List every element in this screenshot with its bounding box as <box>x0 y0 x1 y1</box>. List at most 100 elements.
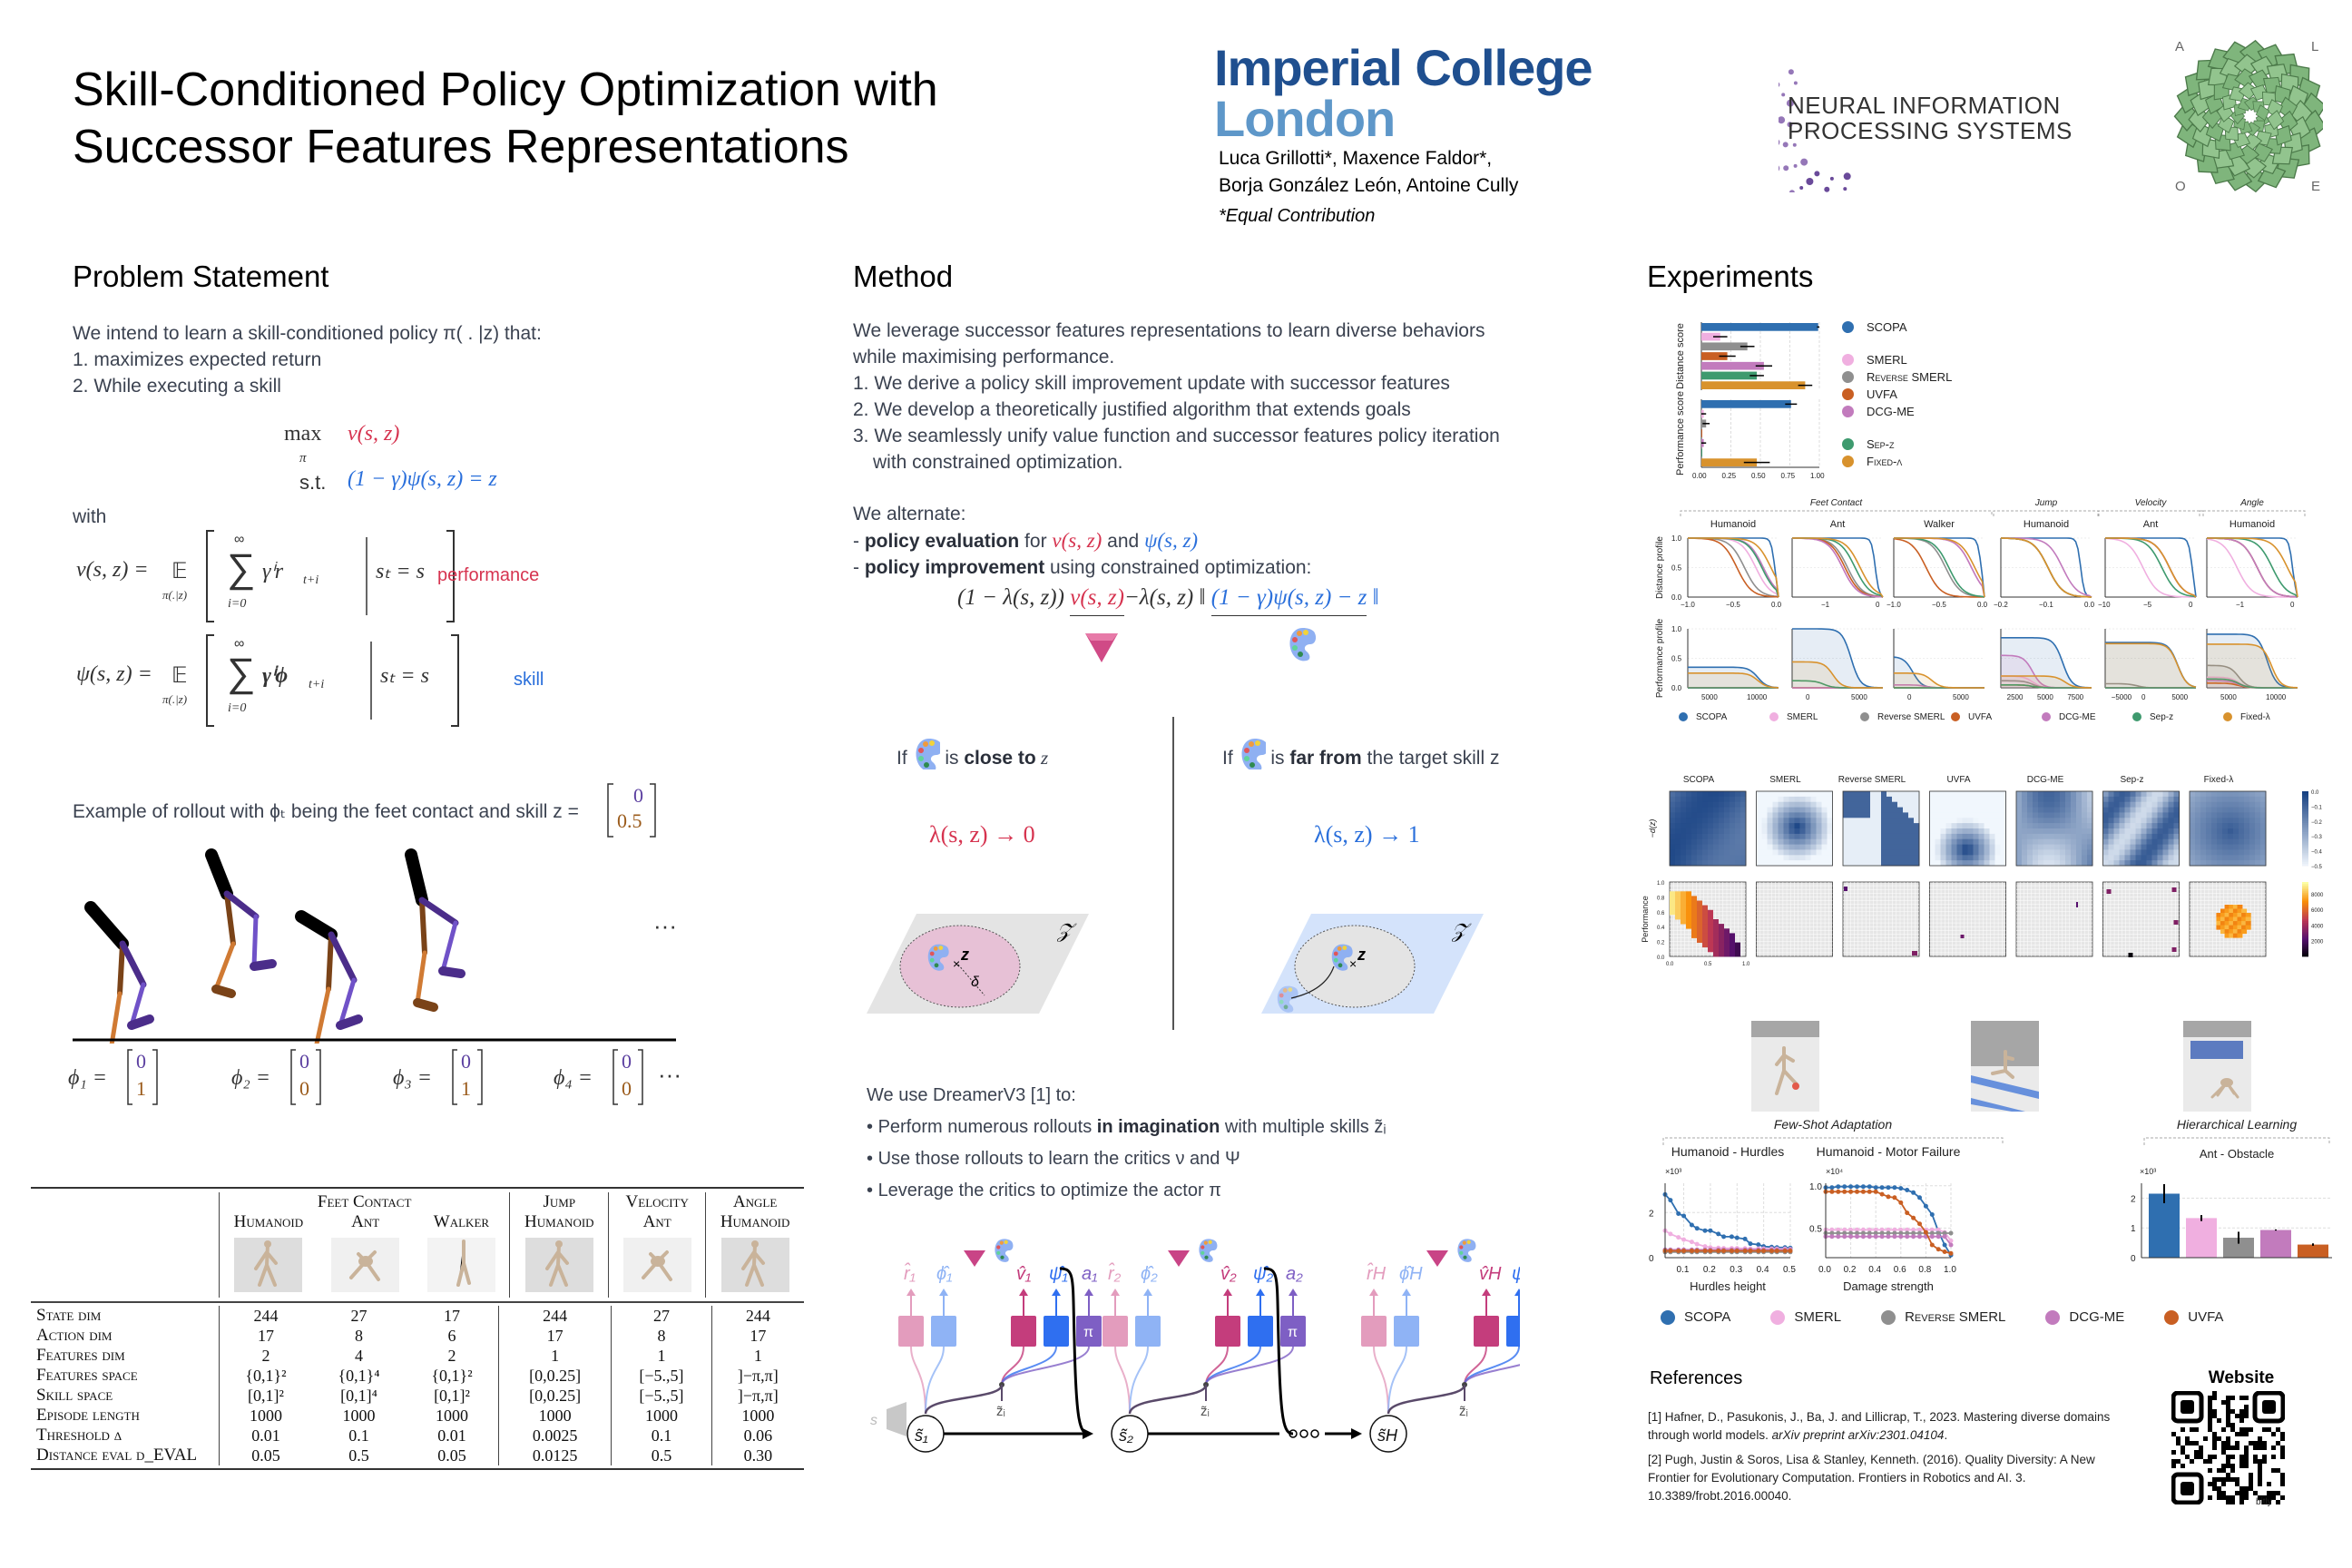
data-point <box>1892 1195 1897 1200</box>
heatmap-cell <box>2222 823 2229 829</box>
target-skill-label: z <box>1357 946 1366 964</box>
heatmap-cell <box>2195 828 2201 835</box>
qr-module <box>2230 1396 2235 1400</box>
qr-module <box>2244 1432 2249 1436</box>
arrow-head-icon <box>1223 1289 1232 1296</box>
heatmap-cell <box>1719 823 1725 829</box>
heatmap-cell <box>1870 849 1877 856</box>
heatmap-cell <box>2222 849 2229 856</box>
qr-module <box>2239 1427 2244 1432</box>
heatmap-cell <box>1686 818 1692 824</box>
heatmap-cell <box>2233 838 2239 846</box>
heatmap-cell <box>2038 823 2044 829</box>
heatmap-cell <box>1962 796 1968 803</box>
heatmap-cell <box>2190 807 2196 813</box>
heatmap-cell <box>1686 801 1692 808</box>
heatmap-cell <box>1816 849 1822 856</box>
heatmap-cell <box>1945 818 1952 824</box>
method-item-3: 3. We seamlessly unify value function an… <box>853 426 1500 446</box>
heatmap-cell <box>2195 812 2201 818</box>
heatmap-cell <box>2151 860 2158 867</box>
heatmap-cell <box>1984 823 1990 829</box>
heatmap-cell <box>1827 849 1833 856</box>
qr-module <box>2208 1423 2212 1427</box>
heatmap-cell <box>2087 855 2093 861</box>
heatmap-cell <box>1908 812 1915 818</box>
data-point <box>1689 1240 1694 1245</box>
heatmap-cell <box>1843 849 1849 856</box>
colorbar-cell <box>2302 930 2308 933</box>
heatmap-cell <box>2249 801 2256 808</box>
data-point <box>1721 1249 1727 1253</box>
heatmap-cell <box>1697 833 1703 840</box>
heatmap-cell <box>1984 828 1990 835</box>
heatmap-cell <box>2146 801 2152 808</box>
colorbar-cell <box>2302 907 2308 911</box>
dreamer-intro: We use DreamerV3 [1] to: <box>867 1085 1076 1105</box>
colorbar-cell <box>2302 936 2308 938</box>
qr-module <box>2271 1491 2276 1495</box>
website-qr-code[interactable] <box>2171 1391 2285 1504</box>
qr-module <box>2226 1459 2230 1464</box>
data-point <box>1948 1250 1954 1256</box>
heatmap-cell <box>1794 849 1800 856</box>
heatmap-cell <box>2076 833 2082 840</box>
heatmap-cell <box>1708 942 1713 948</box>
colorbar-cell <box>2302 832 2308 835</box>
phi-3-y: 1 <box>461 1077 471 1100</box>
heatmap-cell <box>2108 812 2114 818</box>
heatmap-cell <box>2033 791 2039 798</box>
heatmap-cell <box>1719 833 1725 840</box>
heatmap-cell <box>1805 796 1811 803</box>
heatmap-cell <box>2130 796 2136 803</box>
heatmap-cell <box>1881 801 1887 808</box>
heatmap-cell <box>2130 791 2136 798</box>
phi-ellipsis: ··· <box>658 1061 681 1088</box>
heatmap-cell <box>1724 791 1730 798</box>
chart-title: Ant - Obstacle <box>2200 1147 2274 1161</box>
qr-module <box>2226 1495 2230 1500</box>
heatmap-cell <box>2065 807 2072 813</box>
qr-module <box>2171 1459 2176 1464</box>
neurips-dot <box>1829 176 1834 181</box>
far-is: is <box>1270 748 1290 769</box>
heatmap-cell <box>1897 818 1904 824</box>
heatmap-cell <box>2255 801 2261 808</box>
heatmap-cell <box>2255 791 2261 798</box>
heatmap-cell <box>1848 855 1855 861</box>
heatmap-cell <box>1788 801 1795 808</box>
qr-module <box>2271 1432 2276 1436</box>
walker-rollout-diagram <box>73 848 676 1044</box>
heatmap-cell <box>1708 849 1714 856</box>
data-point <box>1756 1249 1761 1253</box>
x-tick-label: 0 <box>1806 693 1810 701</box>
data-point <box>1948 1230 1954 1236</box>
data-point <box>1911 1230 1916 1236</box>
heatmap-cell <box>1914 807 1920 813</box>
qr-module <box>2212 1436 2217 1441</box>
heatmap-cell <box>2082 796 2088 803</box>
heatmap-cell <box>1794 828 1800 835</box>
data-point <box>1898 1227 1904 1232</box>
heatmap-cell <box>1929 796 1936 803</box>
heatmap-cell <box>2224 929 2230 935</box>
heatmap-cell <box>2222 838 2229 846</box>
data-point <box>1855 1227 1859 1232</box>
heatmap-cell <box>2043 838 2050 846</box>
qr-module <box>2212 1441 2217 1446</box>
colorbar-cell <box>2302 800 2308 803</box>
heatmap-cell <box>1859 807 1866 813</box>
heatmap-cell <box>1810 801 1817 808</box>
heatmap-cell <box>1735 796 1741 803</box>
heatmap-cell <box>1681 844 1687 850</box>
qr-module <box>2258 1441 2262 1446</box>
heatmap-cell <box>1843 823 1849 829</box>
heatmap-cell <box>1724 860 1730 867</box>
heatmap-cell <box>1675 791 1681 798</box>
heatmap-cell <box>1816 812 1822 818</box>
svg-text:×: × <box>1349 956 1357 971</box>
performance-profile-line <box>1792 661 1883 689</box>
colorbar-cell <box>2302 843 2308 846</box>
title-line-2: Successor Features Representations <box>73 121 849 173</box>
heatmap-cell <box>2190 828 2196 835</box>
